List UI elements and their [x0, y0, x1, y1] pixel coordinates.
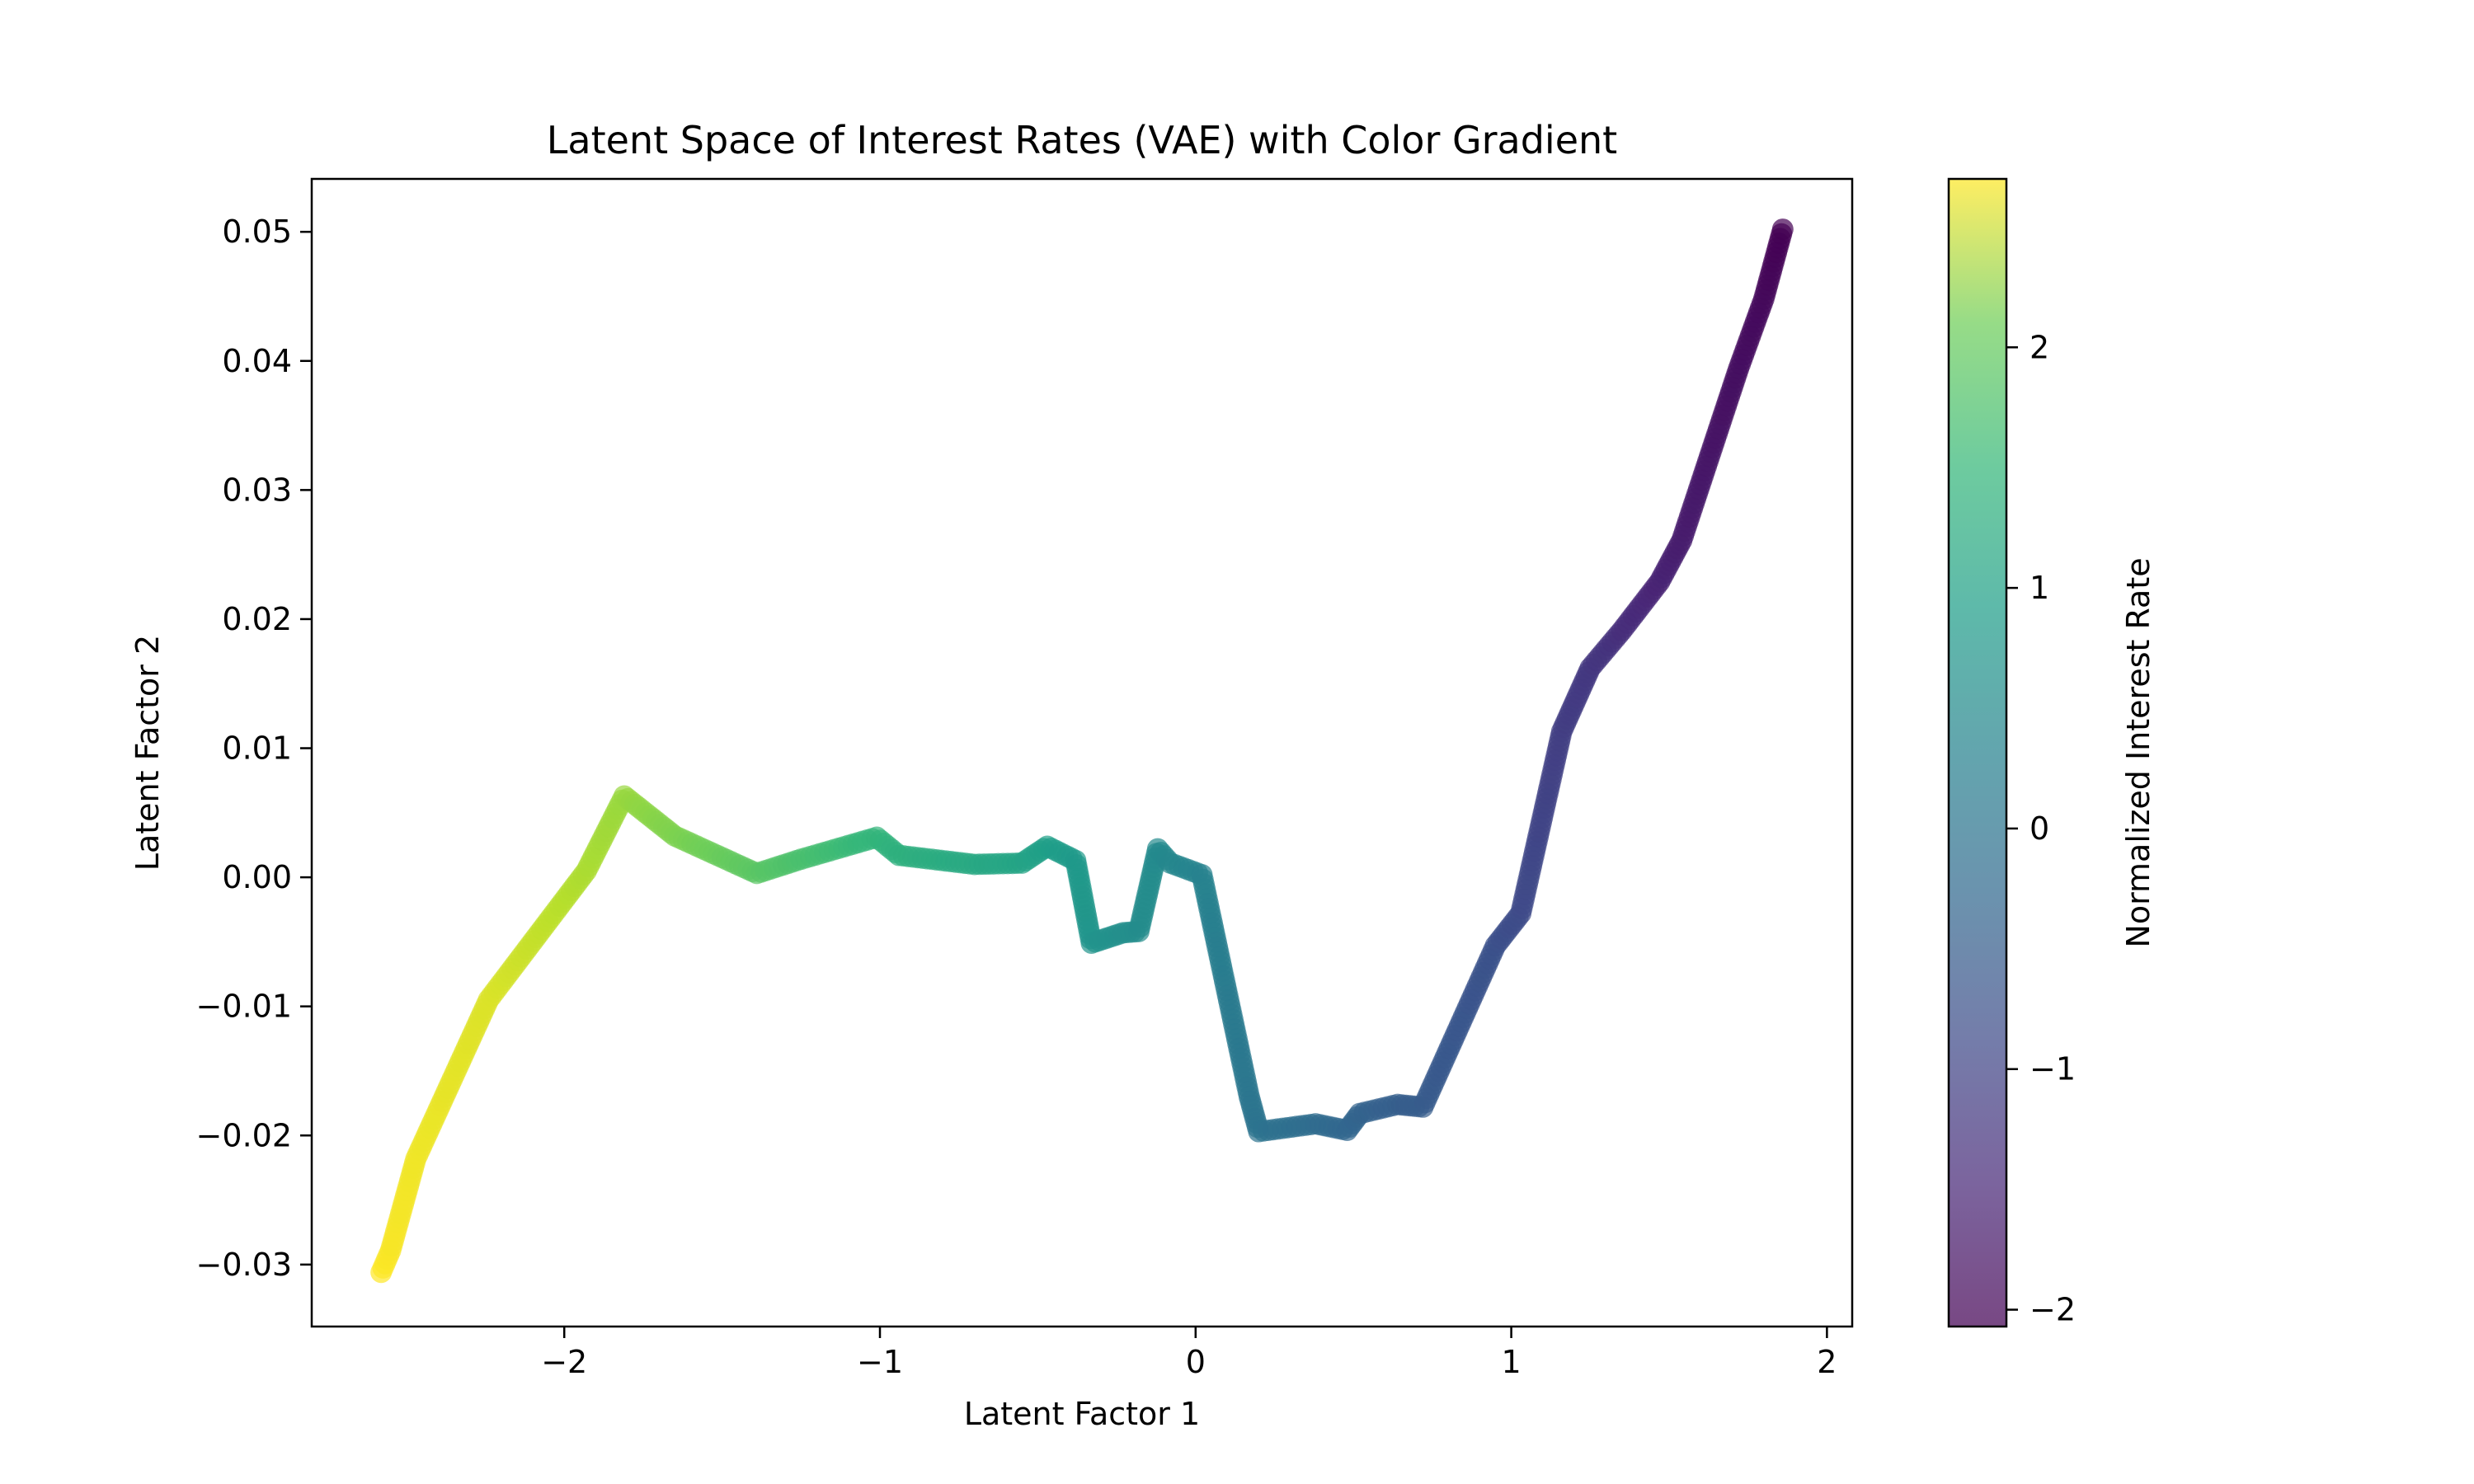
y-tick-label: −0.01 [196, 989, 292, 1025]
colorbar: −2 −1 0 1 2 [1947, 177, 2076, 1328]
scatter-point [1771, 218, 1794, 241]
colorbar-tick-label: 0 [2030, 810, 2049, 847]
colorbar-ticks: −2 −1 0 1 2 [2006, 329, 2076, 1328]
y-tick-label: 0.03 [222, 472, 292, 508]
plot-area: −2 −1 0 1 2 −0.03 −0.02 −0.01 0.00 0.01 0.02 0.03 0… [196, 177, 1854, 1380]
x-axis: −2 −1 0 1 2 [541, 1327, 1837, 1380]
y-tick-label: 0.05 [222, 214, 292, 250]
y-tick-label: −0.03 [196, 1247, 292, 1283]
plot-frame [310, 177, 1854, 1328]
y-axis-label: Latent Factor 2 [129, 635, 166, 871]
x-tick-label: 1 [1501, 1344, 1521, 1380]
chart-title: Latent Space of Interest Rates (VAE) wit… [547, 118, 1617, 162]
y-tick-label: 0.01 [222, 730, 292, 767]
y-tick-label: 0.02 [222, 601, 292, 637]
y-tick-label: 0.04 [222, 343, 292, 379]
x-axis-label: Latent Factor 1 [964, 1396, 1200, 1432]
colorbar-tick-label: −1 [2030, 1051, 2076, 1087]
x-tick-label: 2 [1817, 1344, 1837, 1380]
y-tick-label: −0.02 [196, 1117, 292, 1153]
colorbar-tick-label: 2 [2030, 329, 2049, 365]
x-tick-label: −2 [541, 1344, 587, 1380]
y-axis: −0.03 −0.02 −0.01 0.00 0.01 0.02 0.03 0.04 0.05 [196, 214, 312, 1283]
colorbar-gradient [1949, 179, 2006, 1327]
scatter-series [370, 218, 1794, 1284]
colorbar-tick-label: 1 [2030, 570, 2049, 606]
x-tick-label: 0 [1186, 1344, 1206, 1380]
y-tick-label: 0.00 [222, 859, 292, 895]
x-tick-label: −1 [857, 1344, 903, 1380]
colorbar-frame [1947, 177, 2008, 1328]
colorbar-tick-label: −2 [2030, 1292, 2076, 1328]
colorbar-label: Normalized Interest Rate [2120, 557, 2157, 947]
